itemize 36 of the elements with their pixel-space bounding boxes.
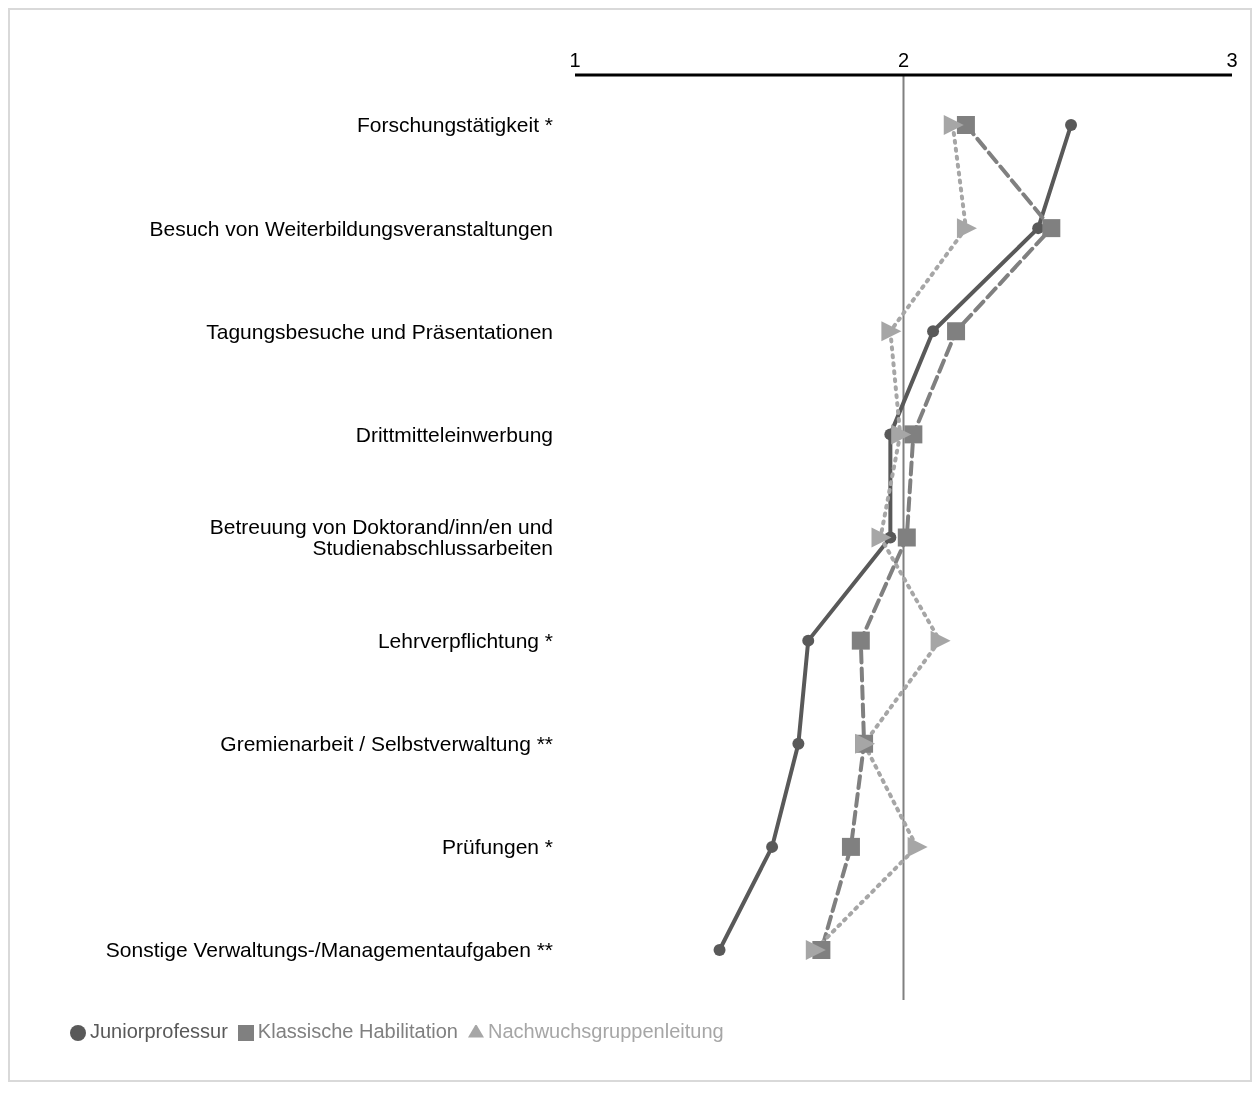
point — [802, 634, 815, 647]
x-tick-label: 1 — [569, 49, 581, 71]
point — [851, 631, 870, 650]
point — [881, 321, 902, 342]
point — [927, 325, 940, 338]
point — [947, 322, 966, 341]
point — [792, 737, 805, 750]
y-tick-label: Betreuung von Doktorand/inn/en und Studienabschlussarbeiten — [209, 515, 553, 560]
point — [930, 630, 951, 651]
point — [871, 527, 892, 548]
point — [956, 116, 975, 134]
point — [1042, 219, 1061, 238]
point — [713, 944, 726, 956]
point — [943, 115, 964, 135]
y-tick-label: Prüfungen * — [442, 835, 553, 859]
point — [1065, 119, 1078, 131]
y-tick-label: Tagungsbesuche und Präsentationen — [206, 319, 553, 343]
point — [904, 425, 923, 444]
point — [805, 940, 826, 960]
point — [907, 836, 928, 857]
y-tick-label: Lehrverpflichtung * — [377, 629, 553, 653]
x-tick-label: 3 — [1226, 49, 1238, 71]
point — [841, 837, 860, 856]
point — [897, 528, 916, 547]
y-tick-label: Forschungstätigkeit * — [356, 113, 553, 137]
y-tick-label: Gremienarbeit / Selbstverwaltung ** — [220, 732, 553, 756]
legend-label: Klassische Habilitation — [257, 1020, 458, 1042]
point — [956, 218, 977, 239]
y-tick-label: Sonstige Verwaltungs-/Managementaufgaben ** — [105, 938, 553, 962]
x-tick-label: 2 — [897, 49, 910, 71]
legend-label: Juniorprofessur — [90, 1020, 228, 1042]
y-tick-label: Besuch von Weiterbildungsveranstaltungen — [149, 216, 553, 240]
y-tick-label: Drittmitteleinwerbung — [355, 422, 553, 446]
point — [766, 840, 779, 853]
point — [891, 424, 912, 445]
legend-label: Nachwuchsgruppenleitung — [487, 1020, 724, 1042]
